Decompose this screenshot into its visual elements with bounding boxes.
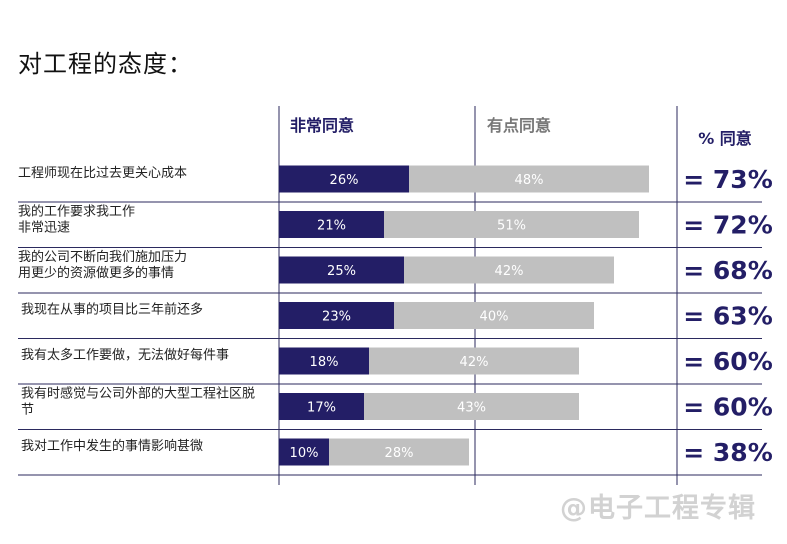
category-label: 我的公司不断向我们施加压力 <box>18 249 187 265</box>
bar-somewhat-agree <box>404 256 614 284</box>
bar-value-label: 21% <box>317 219 346 234</box>
chart-row: 我有太多工作要做，无法做好每件事 18% 42% = 60% <box>21 347 773 376</box>
chart-grid <box>18 106 762 485</box>
total-value: = 68% <box>683 256 773 285</box>
bar-value-label: 43% <box>457 401 486 416</box>
bar-value-label: 17% <box>307 401 336 416</box>
bar-strongly-agree <box>279 393 364 420</box>
category-label: 我对工作中发生的事情影响甚微 <box>21 438 203 454</box>
chart-row: 我对工作中发生的事情影响甚微 10% 28% = 38% <box>21 438 773 467</box>
total-value: = 38% <box>683 438 773 467</box>
bar-value-label: 42% <box>495 264 524 279</box>
chart-row: 工程师现在比过去更关心成本 26% 48% = 73% <box>18 165 773 194</box>
bar-strongly-agree <box>279 347 369 375</box>
page-title: 对工程的态度： <box>18 50 193 78</box>
category-label: 非常迅速 <box>18 221 70 236</box>
category-label: 节 <box>21 403 34 418</box>
bar-value-label: 40% <box>480 310 509 325</box>
bar-somewhat-agree <box>409 165 649 193</box>
chart-row: 我现在从事的项目比三年前还多 23% 40% = 63% <box>21 302 773 331</box>
bar-value-label: 48% <box>515 173 544 188</box>
bar-strongly-agree <box>279 438 329 466</box>
legend-somewhat-agree: 有点同意 <box>487 116 551 135</box>
bar-strongly-agree <box>279 211 384 238</box>
total-value: = 60% <box>683 393 773 422</box>
bar-somewhat-agree <box>394 302 594 329</box>
total-header: % 同意 <box>698 129 752 148</box>
total-value: = 73% <box>683 165 773 194</box>
legend-strongly-agree: 非常同意 <box>290 116 354 135</box>
bar-value-label: 23% <box>322 310 351 325</box>
bar-strongly-agree <box>279 256 404 284</box>
category-label: 工程师现在比过去更关心成本 <box>18 166 187 181</box>
category-label: 我现在从事的项目比三年前还多 <box>21 302 203 318</box>
bar-strongly-agree <box>279 165 409 193</box>
category-label: 我有时感觉与公司外部的大型工程社区脱 <box>21 386 255 402</box>
bar-value-label: 10% <box>290 446 319 461</box>
bar-strongly-agree <box>279 302 394 329</box>
column-headers: 非常同意 有点同意 % 同意 <box>290 116 752 148</box>
bar-value-label: 18% <box>310 355 339 370</box>
watermark: @电子工程专辑 <box>560 493 756 524</box>
bar-somewhat-agree <box>329 438 469 466</box>
total-value: = 60% <box>683 347 773 376</box>
bar-value-label: 26% <box>330 173 359 188</box>
bar-somewhat-agree <box>384 211 639 238</box>
bar-value-label: 25% <box>327 264 356 279</box>
category-label: 我有太多工作要做，无法做好每件事 <box>21 347 229 363</box>
total-value: = 72% <box>683 211 773 240</box>
total-value: = 63% <box>683 302 773 331</box>
category-label: 用更少的资源做更多的事情 <box>18 265 174 281</box>
bar-somewhat-agree <box>364 393 579 420</box>
category-label: 我的工作要求我工作 <box>18 204 135 220</box>
bar-value-label: 28% <box>385 446 414 461</box>
bar-somewhat-agree <box>369 347 579 375</box>
bar-value-label: 42% <box>460 355 489 370</box>
bar-value-label: 51% <box>497 219 526 234</box>
